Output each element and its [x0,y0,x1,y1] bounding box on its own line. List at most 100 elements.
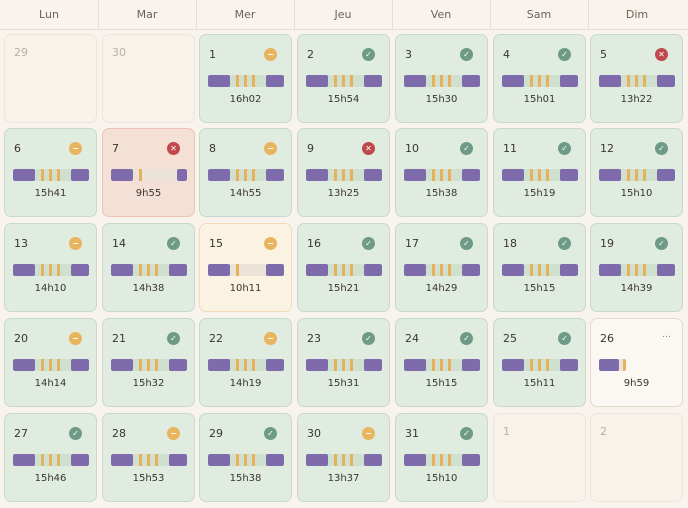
header-divider [588,0,589,30]
timeline-block-start [306,264,328,276]
day-duration: 15h10 [620,188,653,199]
timeline-block-start [502,169,524,181]
day-duration: 14h14 [34,378,67,389]
timeline-block-end [560,359,578,371]
timeline-tick [139,454,142,466]
day-cell[interactable]: 7 ✕ 9h55 [102,128,195,217]
day-cell[interactable]: 28 − 15h53 [102,413,195,502]
check-icon: ✓ [655,142,668,155]
day-duration: 15h21 [327,283,360,294]
timeline-tick [448,454,451,466]
timeline-tick [41,359,44,371]
day-cell[interactable]: 13 − 14h10 [4,223,97,312]
day-timeline-bar [208,454,284,466]
timeline-tick [643,264,646,276]
minus-icon: − [69,142,82,155]
timeline-block-start [111,359,133,371]
day-cell[interactable]: 29 ✓ 15h38 [199,413,292,502]
day-cell[interactable]: 2 ✓ 15h54 [297,34,390,123]
timeline-tick [350,264,353,276]
day-cell[interactable]: 26 … 9h59 [590,318,683,407]
day-cell[interactable]: 16 ✓ 15h21 [297,223,390,312]
day-number: 2 [600,425,607,438]
timeline-tick [530,359,533,371]
day-cell[interactable]: 27 ✓ 15h46 [4,413,97,502]
day-cell[interactable]: 31 ✓ 15h10 [395,413,488,502]
day-timeline-bar [13,359,89,371]
timeline-tick [41,454,44,466]
timeline-block-end [462,264,480,276]
day-timeline-bar [502,169,578,181]
timeline-tick [236,359,239,371]
timeline-tick [334,454,337,466]
day-cell[interactable]: 22 − 14h19 [199,318,292,407]
timeline-tick [236,75,239,87]
timeline-tick [49,359,52,371]
weekday-label: Mer [234,8,256,21]
day-cell[interactable]: 17 ✓ 14h29 [395,223,488,312]
timeline-block-end [169,264,187,276]
timeline-tick [252,169,255,181]
day-duration: 15h30 [425,94,458,105]
day-cell[interactable]: 15 − 10h11 [199,223,292,312]
timeline-tick [538,169,541,181]
timeline-block-end [364,359,382,371]
timeline-block-end [462,359,480,371]
day-cell[interactable]: 3 ✓ 15h30 [395,34,488,123]
day-cell[interactable]: 23 ✓ 15h31 [297,318,390,407]
day-number: 17 [405,237,419,250]
day-cell[interactable]: 12 ✓ 15h10 [590,128,683,217]
minus-icon: − [264,237,277,250]
check-icon: ✓ [460,48,473,61]
timeline-tick [252,359,255,371]
day-cell[interactable]: 11 ✓ 15h19 [493,128,586,217]
timeline-block-end [71,359,89,371]
weekday-label: Ven [430,8,452,21]
check-icon: ✓ [460,427,473,440]
timeline-block-end [266,454,284,466]
timeline-tick [49,264,52,276]
day-number: 8 [209,142,216,155]
day-cell[interactable]: 25 ✓ 15h11 [493,318,586,407]
day-cell[interactable]: 21 ✓ 15h32 [102,318,195,407]
timeline-block-end [71,454,89,466]
timeline-tick [342,454,345,466]
day-cell[interactable]: 9 ✕ 13h25 [297,128,390,217]
timeline-tick [530,264,533,276]
header-divider [392,0,393,30]
day-cell[interactable]: 5 ✕ 13h22 [590,34,683,123]
header-divider [490,0,491,30]
timeline-tick [627,75,630,87]
day-cell[interactable]: 19 ✓ 14h39 [590,223,683,312]
day-cell[interactable]: 1 − 16h02 [199,34,292,123]
day-cell[interactable]: 10 ✓ 15h38 [395,128,488,217]
timeline-tick [350,359,353,371]
minus-icon: − [264,142,277,155]
day-cell[interactable]: 24 ✓ 15h15 [395,318,488,407]
day-cell[interactable]: 6 − 15h41 [4,128,97,217]
timeline-block-start [13,454,35,466]
day-cell[interactable]: 14 ✓ 14h38 [102,223,195,312]
timeline-tick [57,264,60,276]
timeline-block-end [657,75,675,87]
day-cell[interactable]: 20 − 14h14 [4,318,97,407]
day-cell[interactable]: 4 ✓ 15h01 [493,34,586,123]
timeline-block-start [208,169,230,181]
timeline-block-end [266,75,284,87]
timeline-tick [334,75,337,87]
timeline-block-end [266,264,284,276]
day-cell[interactable]: 8 − 14h55 [199,128,292,217]
header-divider [196,0,197,30]
day-cell[interactable]: 30 − 13h37 [297,413,390,502]
day-cell[interactable]: 18 ✓ 15h15 [493,223,586,312]
timeline-tick [350,75,353,87]
check-icon: ✓ [558,332,571,345]
timeline-block-start [599,359,619,371]
timeline-tick [342,75,345,87]
day-timeline-bar [599,359,626,371]
check-icon: ✓ [167,237,180,250]
day-timeline-bar [502,359,578,371]
timeline-tick [57,359,60,371]
timeline-tick [546,75,549,87]
timeline-tick [155,454,158,466]
